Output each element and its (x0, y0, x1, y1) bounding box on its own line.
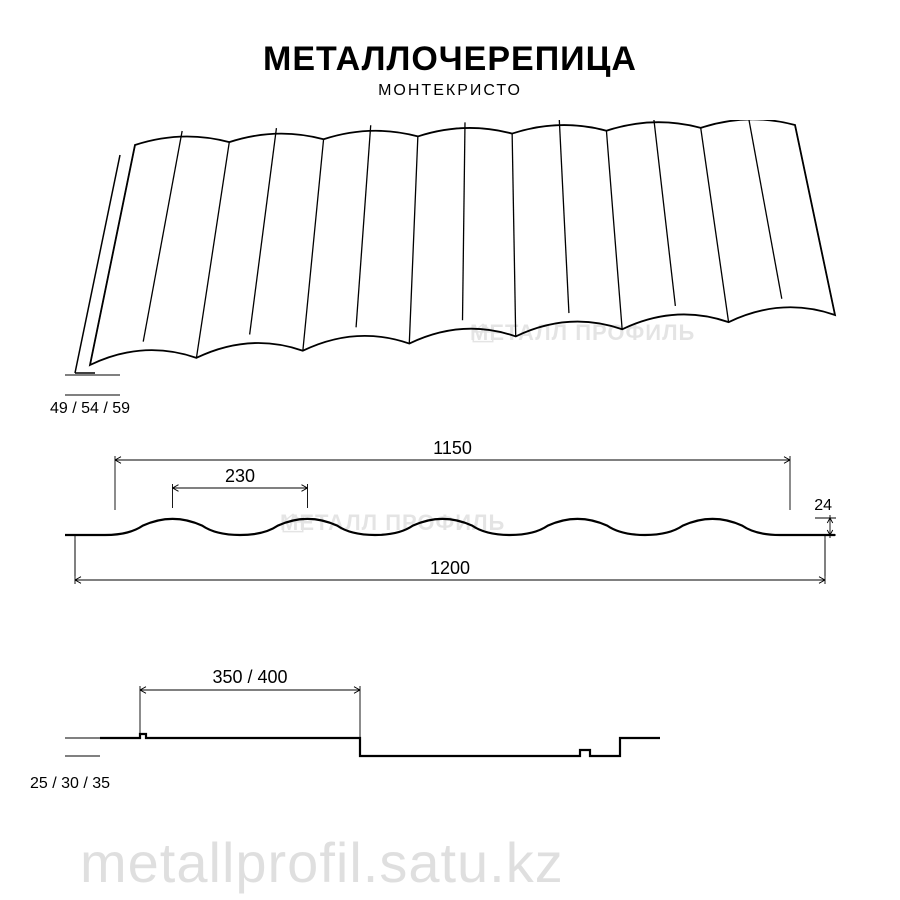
svg-text:230: 230 (225, 466, 255, 486)
page-subtitle: МОНТЕКРИСТО (0, 82, 900, 100)
cross-section-view: 1150 230 1200 24 (60, 440, 840, 610)
page-title: МЕТАЛЛОЧЕРЕПИЦА (0, 40, 900, 79)
technical-drawing-page: МЕТАЛЛОЧЕРЕПИЦА МОНТЕКРИСТО 49 / 54 / 59… (0, 0, 900, 900)
site-watermark: metallprofil.satu.kz (80, 830, 564, 895)
svg-text:1200: 1200 (430, 558, 470, 578)
side-profile-view: 350 / 400 (60, 660, 800, 780)
svg-text:24: 24 (814, 497, 832, 514)
perspective-view (60, 120, 840, 410)
step-height-variants-label: 25 / 30 / 35 (30, 775, 110, 793)
svg-text:1150: 1150 (433, 440, 472, 458)
svg-text:350 / 400: 350 / 400 (212, 667, 287, 687)
height-variants-label: 49 / 54 / 59 (50, 400, 130, 418)
